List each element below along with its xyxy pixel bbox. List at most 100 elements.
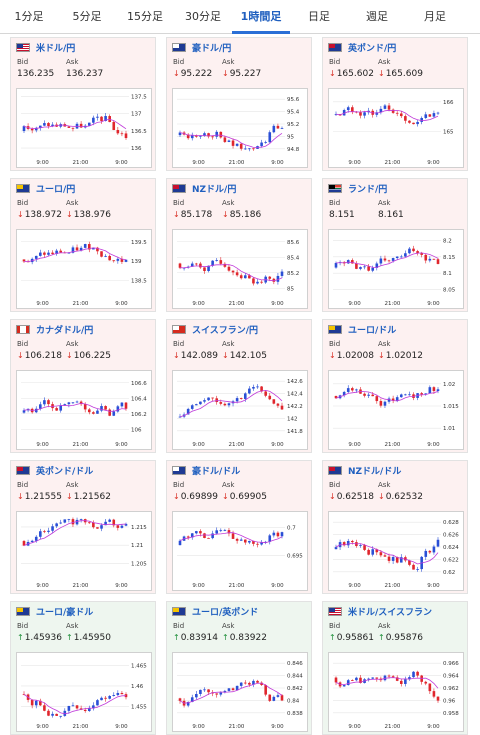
rate-card[interactable]: 英ポンド/ドル Bid Ask ↓1.21555 ↓1.21562 1.215 1.21 1.… [10, 460, 156, 594]
tab-6[interactable]: 週足 [366, 10, 388, 23]
y-tick-label: 0.628 [443, 520, 459, 526]
pair-name[interactable]: 豪ドル/円 [192, 44, 232, 54]
rate-card[interactable]: 英ポンド/円 Bid Ask ↓165.602 ↓165.609 166 165 9:00 21… [322, 37, 468, 171]
pair-name[interactable]: ユーロ/ドル [348, 326, 397, 336]
candle [248, 275, 251, 279]
rate-card[interactable]: NZドル/ドル Bid Ask ↓0.62518 ↓0.62532 0.628 0.626 0… [322, 460, 468, 594]
bid-price: 95.222 [180, 69, 213, 79]
y-tick-label: 0.844 [287, 674, 303, 680]
candle [55, 250, 58, 254]
tab-3[interactable]: 30分足 [185, 10, 221, 23]
pair-name[interactable]: NZドル/円 [192, 185, 237, 195]
arrow-down-icon: ↓ [222, 492, 229, 501]
candle [67, 126, 71, 128]
price-chart[interactable]: 0.966 0.964 0.962 0.96 0.958 9:00 21:00 9:00 [328, 652, 464, 732]
candle [363, 112, 366, 116]
price-chart[interactable]: 8.2 8.15 8.1 8.05 9:00 21:00 9:00 [328, 229, 464, 309]
candle [351, 260, 354, 264]
candle [112, 695, 116, 696]
ask-value: ↓0.62532 [378, 492, 423, 502]
candle [355, 263, 358, 269]
candle [116, 130, 120, 134]
rate-card[interactable]: ユーロ/英ポンド Bid Ask ↑0.83914 ↑0.83922 0.846 0.844… [166, 601, 312, 735]
price-chart[interactable]: 142.6 142.4 142.2 142 141.8 9:00 21:00 9:00 [172, 370, 308, 450]
candlestick-chart: 0.7 0.695 9:00 21:00 9:00 [177, 525, 303, 589]
candle [359, 545, 362, 546]
candlestick-chart: 166 165 9:00 21:00 9:00 [333, 100, 454, 166]
x-tick-label: 9:00 [271, 160, 284, 166]
price-chart[interactable]: 106.6 106.4 106.2 106 9:00 21:00 9:00 [16, 370, 152, 450]
tab-7[interactable]: 月足 [424, 10, 446, 23]
rate-card[interactable]: ユーロ/豪ドル Bid Ask ↑1.45936 ↑1.45950 1.465 1.46 1.… [10, 601, 156, 735]
candle [412, 564, 415, 570]
candle [124, 694, 128, 698]
price-chart[interactable]: 1.02 1.015 1.01 9:00 21:00 9:00 [328, 370, 464, 450]
bid-price: 85.178 [180, 210, 213, 220]
candle [186, 408, 190, 415]
rate-card[interactable]: ランド/円 Bid Ask 8.151 8.161 8.2 8.15 8.1 8.05 9:00 2… [322, 178, 468, 312]
rate-card[interactable]: NZドル/円 Bid Ask ↓85.178 ↓85.186 85.6 85.4 85.2 85… [166, 178, 312, 312]
ask-value: ↑1.45950 [66, 633, 111, 643]
pair-name[interactable]: 米ドル/スイスフラン [348, 608, 433, 618]
bid-label: Bid [17, 199, 29, 207]
candle [34, 255, 38, 259]
price-chart[interactable]: 85.6 85.4 85.2 85 9:00 21:00 9:00 [172, 229, 308, 309]
candle [211, 533, 214, 539]
price-chart[interactable]: 0.846 0.844 0.842 0.84 0.838 9:00 21:00 9:00 [172, 652, 308, 732]
rate-card[interactable]: 米ドル/円 Bid Ask 136.235 136.237 137.5 137 136.5 13… [10, 37, 156, 171]
x-tick-label: 9:00 [115, 301, 128, 307]
candle [120, 258, 124, 262]
candle [239, 275, 243, 279]
ask-label: Ask [66, 622, 79, 630]
ask-label: Ask [66, 340, 79, 348]
y-tick-label: 8.05 [443, 287, 456, 293]
ask-price: 138.976 [73, 210, 111, 220]
pair-name[interactable]: ランド/円 [348, 185, 388, 195]
bid-label: Bid [329, 340, 341, 348]
candle [75, 705, 79, 709]
pair-name[interactable]: カナダドル/円 [36, 326, 94, 336]
pair-name[interactable]: スイスフラン/円 [192, 326, 259, 336]
price-chart[interactable]: 1.465 1.46 1.455 9:00 21:00 9:00 [16, 652, 152, 732]
rate-card[interactable]: ユーロ/ドル Bid Ask ↓1.02008 ↓1.02012 1.02 1.015 1.0… [322, 319, 468, 453]
candle [371, 267, 375, 271]
rate-card[interactable]: 豪ドル/円 Bid Ask ↓95.222 ↓95.227 95.6 95.4 95.2 95 9… [166, 37, 312, 171]
bid-label: Bid [17, 58, 29, 66]
pair-name[interactable]: ユーロ/英ポンド [192, 608, 259, 618]
bid-label: Bid [173, 481, 185, 489]
pair-name[interactable]: 英ポンド/円 [348, 44, 397, 54]
rate-card[interactable]: スイスフラン/円 Bid Ask ↓142.089 ↓142.105 142.6 142.4… [166, 319, 312, 453]
price-chart[interactable]: 0.7 0.695 9:00 21:00 9:00 [172, 511, 308, 591]
y-tick-label: 0.626 [443, 533, 459, 539]
tab-4[interactable]: 1時間足 [232, 0, 290, 34]
pair-name[interactable]: 英ポンド/ドル [36, 467, 94, 477]
pair-name[interactable]: 米ドル/円 [36, 44, 76, 54]
rate-card[interactable]: ユーロ/円 Bid Ask ↓138.972 ↓138.976 139.5 139 138.5… [10, 178, 156, 312]
pair-name[interactable]: ユーロ/豪ドル [36, 608, 94, 618]
rate-card[interactable]: 米ドル/スイスフラン Bid Ask ↑0.95861 ↑0.95876 0.966 0.9… [322, 601, 468, 735]
price-chart[interactable]: 1.215 1.21 1.205 9:00 21:00 9:00 [16, 511, 152, 591]
pair-name[interactable]: NZドル/ドル [348, 467, 402, 477]
price-chart[interactable]: 95.6 95.4 95.2 95 94.8 9:00 21:00 9:00 [172, 88, 308, 168]
tab-2[interactable]: 15分足 [127, 10, 163, 23]
candle [408, 120, 411, 123]
ask-value: ↓0.69905 [222, 492, 267, 502]
candle [351, 540, 354, 543]
candle [59, 715, 63, 717]
moving-average-line [335, 109, 439, 122]
tab-5[interactable]: 日足 [308, 10, 330, 23]
candle [39, 125, 42, 128]
price-chart[interactable]: 166 165 9:00 21:00 9:00 [328, 88, 464, 168]
price-chart[interactable]: 139.5 139 138.5 9:00 21:00 9:00 [16, 229, 152, 309]
price-chart[interactable]: 137.5 137 136.5 136 9:00 21:00 9:00 [16, 88, 152, 168]
rate-card[interactable]: カナダドル/円 Bid Ask ↓106.218 ↓106.225 106.6 106.4 1… [10, 319, 156, 453]
candle [367, 394, 370, 396]
ask-label: Ask [378, 340, 391, 348]
price-chart[interactable]: 0.628 0.626 0.624 0.622 0.62 9:00 21:00 9:00 [328, 511, 464, 591]
tab-1[interactable]: 5分足 [72, 10, 102, 23]
pair-name[interactable]: 豪ドル/ドル [192, 467, 241, 477]
tab-0[interactable]: 1分足 [14, 10, 44, 23]
rate-card[interactable]: 豪ドル/ドル Bid Ask ↓0.69899 ↓0.69905 0.7 0.695 9:00… [166, 460, 312, 594]
pair-name[interactable]: ユーロ/円 [36, 185, 76, 195]
candle [260, 542, 263, 545]
